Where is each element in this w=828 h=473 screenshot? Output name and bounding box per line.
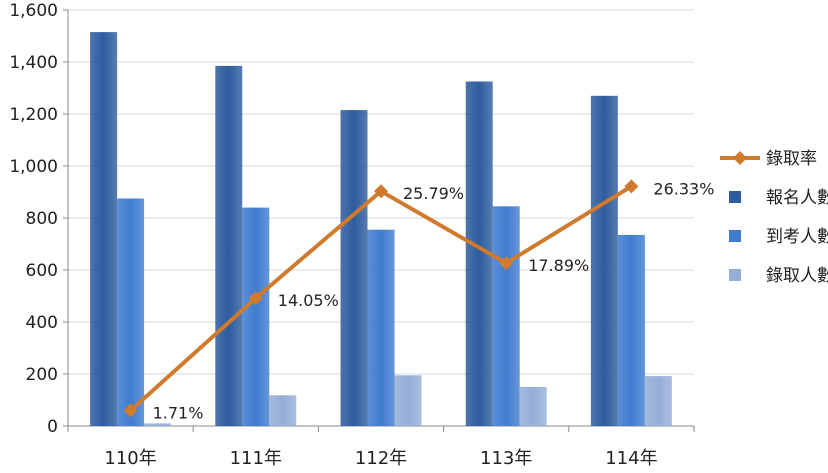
legend-swatch	[729, 230, 741, 242]
y-tick-label: 1,600	[9, 1, 58, 21]
legend-swatch	[729, 269, 741, 281]
bar	[90, 32, 118, 426]
bar	[269, 395, 297, 426]
bar	[519, 387, 547, 426]
y-tick-label: 600	[26, 261, 58, 281]
bar	[644, 376, 672, 426]
x-tick-label: 114年	[605, 448, 657, 469]
bar	[367, 229, 395, 426]
rate-data-label: 25.79%	[403, 184, 464, 203]
legend-line-marker	[733, 151, 747, 165]
rate-data-label: 17.89%	[528, 256, 589, 275]
legend-swatch	[729, 191, 741, 203]
y-tick-label: 0	[47, 417, 58, 437]
rate-point	[624, 179, 639, 194]
bar	[144, 423, 172, 426]
y-tick-label: 1,400	[9, 53, 58, 73]
rate-data-label: 26.33%	[653, 179, 714, 198]
y-tick-label: 400	[26, 313, 58, 333]
legend-label: 報名人數	[766, 188, 828, 208]
bar	[617, 234, 645, 426]
rate-point	[374, 184, 388, 199]
rate-data-label: 1.71%	[153, 403, 204, 422]
y-tick-label: 1,000	[9, 157, 58, 177]
x-tick-label: 111年	[230, 448, 282, 469]
bar	[340, 110, 368, 426]
bar	[492, 206, 520, 426]
bar	[215, 65, 243, 427]
y-tick-label: 800	[26, 209, 58, 229]
legend-label: 錄取率	[766, 149, 817, 169]
x-tick-label: 113年	[480, 448, 532, 469]
bar	[117, 198, 145, 426]
bar	[590, 95, 618, 427]
bar	[242, 207, 270, 426]
x-tick-label: 110年	[104, 448, 156, 469]
legend-label: 錄取人數	[766, 266, 828, 286]
rate-data-label: 14.05%	[278, 291, 339, 310]
rate-point	[248, 291, 263, 306]
rate-point	[499, 256, 514, 271]
legend-label: 到考人數	[766, 227, 828, 247]
y-tick-label: 200	[26, 365, 58, 385]
bar	[394, 375, 422, 426]
y-tick-label: 1,200	[9, 105, 58, 125]
rate-point	[123, 403, 138, 418]
x-tick-label: 112年	[355, 448, 407, 469]
